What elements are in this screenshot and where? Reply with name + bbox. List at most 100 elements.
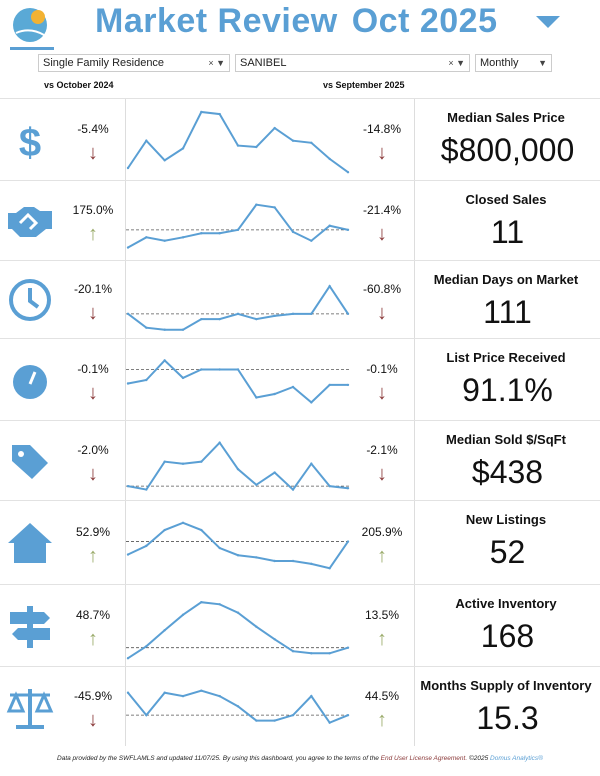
metric-name: Months Supply of Inventory [420,678,592,693]
mom-change: -2.1% [366,443,398,457]
trend-point [181,521,185,525]
clear-and-chevron-icon[interactable]: × ▼ [448,58,465,68]
trend-point [218,112,221,116]
trend-point [126,553,130,556]
arrow-up-icon: ↑ [377,545,387,567]
trend-point [255,396,258,399]
trend-point [163,528,166,532]
yoy-change: 175.0% [72,203,114,217]
house-icon [8,523,52,563]
trend-line [127,110,349,174]
trend-point [163,691,166,694]
divider [414,98,415,746]
arrow-up-icon: ↑ [88,628,98,650]
trend-point [255,203,258,206]
trend-point [310,401,313,404]
svg-text:$: $ [19,121,41,164]
trend-sparkline [126,284,350,331]
property-type-select[interactable]: Single Family Residence × ▼ [38,54,230,72]
metric-row: -45.9% ↓ 44.5% ↑ Months Supply of Invent… [0,666,600,747]
trend-point [310,239,313,242]
trend-point [273,559,276,563]
mom-label: vs September 2025 [323,80,405,90]
trend-point [273,126,276,130]
yoy-change: -45.9% [73,689,113,703]
metric-value: 111 [483,294,532,330]
trend-point [310,312,313,316]
arrow-down-icon: ↓ [88,142,98,164]
trend-line [127,441,349,492]
trend-point [218,546,221,550]
trend-point [328,484,331,488]
trend-point [126,166,130,170]
trend-line [127,601,349,660]
metric-row: 48.7% ↑ 13.5% ↑ Active Inventory 168 [0,584,600,667]
trend-point [126,246,130,249]
metric-name: Closed Sales [465,192,547,207]
arrow-down-icon: ↓ [88,382,98,404]
trend-point [255,719,258,722]
trend-point [200,689,203,692]
trend-point [273,314,276,318]
trend-point [310,652,313,655]
mom-change: 44.5% [364,689,400,703]
metric-name: New Listings [465,512,547,527]
mom-change: -14.8% [362,122,402,136]
trend-sparkline [126,521,350,570]
area-select[interactable]: SANIBEL × ▼ [235,54,470,72]
trend-point [236,467,240,471]
trend-point [291,385,295,389]
trend-point [145,713,148,717]
trend-point [346,171,350,174]
metric-row: -20.1% ↓ -60.8% ↓ Median Days on Market … [0,260,600,339]
arrow-up-icon: ↑ [377,709,387,731]
handshake-icon [8,207,52,237]
scales-icon [6,689,54,729]
metric-value: 11 [490,214,525,250]
period-select[interactable]: Monthly ▼ [475,54,552,72]
clock-icon [9,279,51,321]
trend-point [236,554,240,557]
price-tag-icon [12,445,48,479]
metric-name: Median Sales Price [447,110,565,125]
trend-point [236,368,240,371]
trend-point [328,284,331,288]
yoy-change: -5.4% [77,122,109,136]
trend-point [346,540,350,543]
trend-point [200,601,203,604]
trend-point [328,157,331,161]
trend-point [346,312,350,316]
arrow-up-icon: ↑ [377,628,387,650]
title-dropdown-caret-icon[interactable] [536,16,560,28]
trend-point [145,326,148,329]
trend-point [163,239,166,242]
metric-name: Active Inventory [455,596,557,611]
trend-point [273,719,276,722]
trend-point [200,460,203,463]
arrow-down-icon: ↓ [377,382,387,404]
trend-point [328,721,331,724]
trend-point [145,544,148,548]
trend-point [291,312,295,316]
arrow-down-icon: ↓ [377,142,387,164]
yoy-label: vs October 2024 [44,80,114,90]
trend-point [310,562,313,566]
brand-link[interactable]: Domus Analytics® [490,755,543,762]
trend-point [346,646,350,649]
yoy-change: -0.1% [77,362,109,376]
metric-name: Median Sold $/SqFt [446,432,566,447]
trend-point [163,460,166,463]
mom-change: -60.8% [362,282,402,296]
trend-point [273,471,276,474]
trend-point [328,383,331,387]
clear-and-chevron-icon[interactable]: × ▼ [208,58,225,68]
metric-name: List Price Received [446,350,566,365]
trend-point [181,147,185,150]
trend-point [291,713,295,717]
trend-point [181,236,185,239]
trend-point [218,368,221,371]
gauge-icon [13,365,47,399]
license-link[interactable]: End User License Agreement. [380,755,468,762]
trend-point [310,462,313,465]
trend-point [145,488,148,491]
